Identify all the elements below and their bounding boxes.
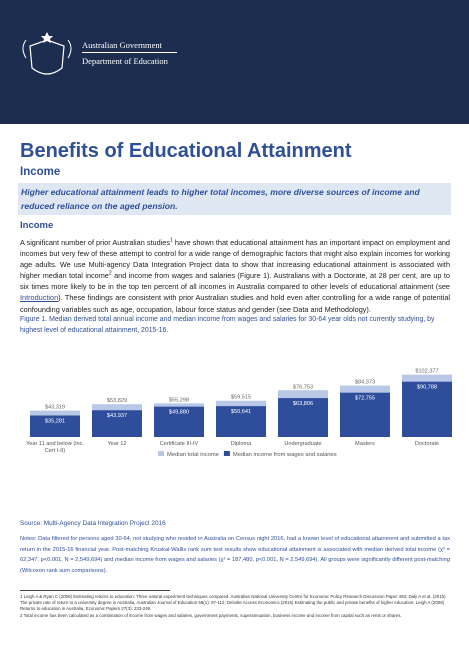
- footnote-rule: [20, 590, 170, 591]
- chart-area: $43,319 $35,281 $53,829 $43,937 $55,298 $49,8…: [0, 340, 469, 470]
- header-rule: [82, 52, 177, 53]
- value-label: $59,515: [231, 395, 251, 401]
- value-label: $76,753: [293, 384, 313, 390]
- bar: [340, 392, 390, 437]
- x-tick-label: Doctorate: [414, 441, 440, 447]
- footnote: 1 Leigh A & Ryan C (2008) Estimating ret…: [20, 594, 446, 612]
- x-tick-label: Certificate III-IV: [159, 441, 199, 447]
- notes: Notes: Data filtered for persons aged 30…: [20, 536, 450, 574]
- text: and income from wages and salaries (Figu…: [20, 271, 450, 292]
- legend-label: Median income from wages and salaries: [233, 452, 337, 458]
- x-tick-label: Masters: [355, 441, 375, 447]
- value-label: $55,298: [169, 397, 189, 403]
- header-band: Australian Government Department of Educ…: [0, 0, 469, 124]
- text: A significant number of prior Australian…: [20, 238, 170, 247]
- source: Source: Multi-Agency Data Integration Pr…: [20, 520, 166, 527]
- subtitle: Income: [20, 166, 61, 178]
- x-tick-label: Diploma: [230, 441, 252, 447]
- value-label: $84,373: [355, 380, 375, 386]
- legend-label: Median total income: [167, 452, 219, 458]
- value-label: $43,319: [45, 405, 65, 411]
- value-label: $50,641: [231, 409, 251, 415]
- x-tick-label: Undergraduate: [284, 441, 322, 447]
- link[interactable]: Introduction: [20, 293, 59, 303]
- bar: [216, 406, 266, 437]
- legend-swatch: [158, 451, 164, 456]
- section-heading: Income: [20, 220, 54, 231]
- chart: $43,319 $35,281 $53,829 $43,937 $55,298 $49,8…: [30, 369, 452, 458]
- crest: [22, 32, 72, 75]
- legend-swatch: [223, 451, 230, 456]
- footnote-ref: 1: [169, 237, 173, 244]
- x-tick-label: Year 12: [107, 441, 127, 447]
- footnote-ref: 2: [108, 270, 112, 277]
- value-label: $43,937: [107, 413, 127, 419]
- value-label: $49,880: [169, 410, 189, 416]
- footnotes: 1 Leigh A & Ryan C (2008) Estimating ret…: [20, 594, 450, 619]
- gov-name: Australian Government: [82, 40, 163, 50]
- bar: [30, 415, 80, 437]
- bar: [154, 406, 204, 437]
- footnote: 2 Total income has been calculated as a …: [20, 612, 402, 618]
- value-label: $35,281: [45, 419, 65, 425]
- value-label: $53,829: [107, 398, 127, 404]
- figure-caption: Figure 1. Median derived total annual in…: [20, 316, 435, 334]
- title: Benefits of Educational Attainment: [20, 140, 352, 162]
- text: ). These findings are consistent with pr…: [20, 293, 450, 314]
- x-tick-label: Year 11 and below (inc. Cert I-II): [26, 441, 84, 454]
- department: Department of Education: [82, 56, 168, 66]
- value-label: $63,806: [293, 401, 313, 407]
- summary: Higher educational attainment leads to h…: [18, 183, 451, 215]
- bar: [402, 381, 452, 437]
- value-label: $90,788: [417, 385, 437, 391]
- bar: [278, 398, 328, 437]
- value-label: $102,377: [415, 369, 438, 375]
- text: have shown that educational attainment h…: [20, 238, 450, 281]
- value-label: $72,755: [355, 396, 375, 402]
- bar: [92, 410, 142, 437]
- paragraph: A significant number of prior Australian…: [20, 237, 450, 315]
